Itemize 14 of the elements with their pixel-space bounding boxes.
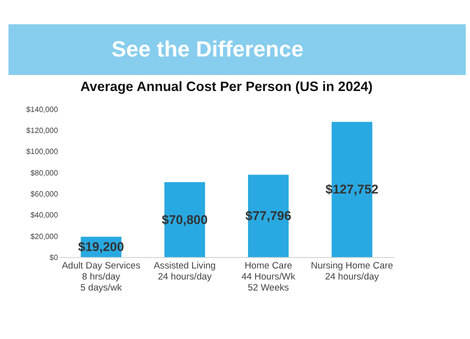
y-tick-label: $80,000	[30, 168, 58, 178]
chart-subtitle: Average Annual Cost Per Person (US in 2024)	[80, 79, 373, 94]
x-tick-label: Home Care 44 Hours/Wk 52 Weeks	[241, 260, 296, 293]
y-tick-label: $20,000	[30, 232, 58, 241]
y-tick-label: $140,000	[26, 104, 58, 114]
x-tick-label: Nursing Home Care 24 hours/day	[310, 260, 394, 282]
y-tick-label: $100,000	[26, 147, 58, 156]
y-tick-label: $120,000	[26, 126, 58, 136]
y-tick-label: $60,000	[30, 190, 58, 199]
y-tick-label: $40,000	[30, 210, 58, 220]
y-tick-label: $0	[50, 253, 58, 262]
x-tick-label: Adult Day Services 8 hrs/day 5 days/wk	[62, 260, 141, 293]
chart-title: See the Difference	[111, 36, 304, 62]
x-tick-label: Assisted Living 24 hours/day	[154, 260, 216, 282]
